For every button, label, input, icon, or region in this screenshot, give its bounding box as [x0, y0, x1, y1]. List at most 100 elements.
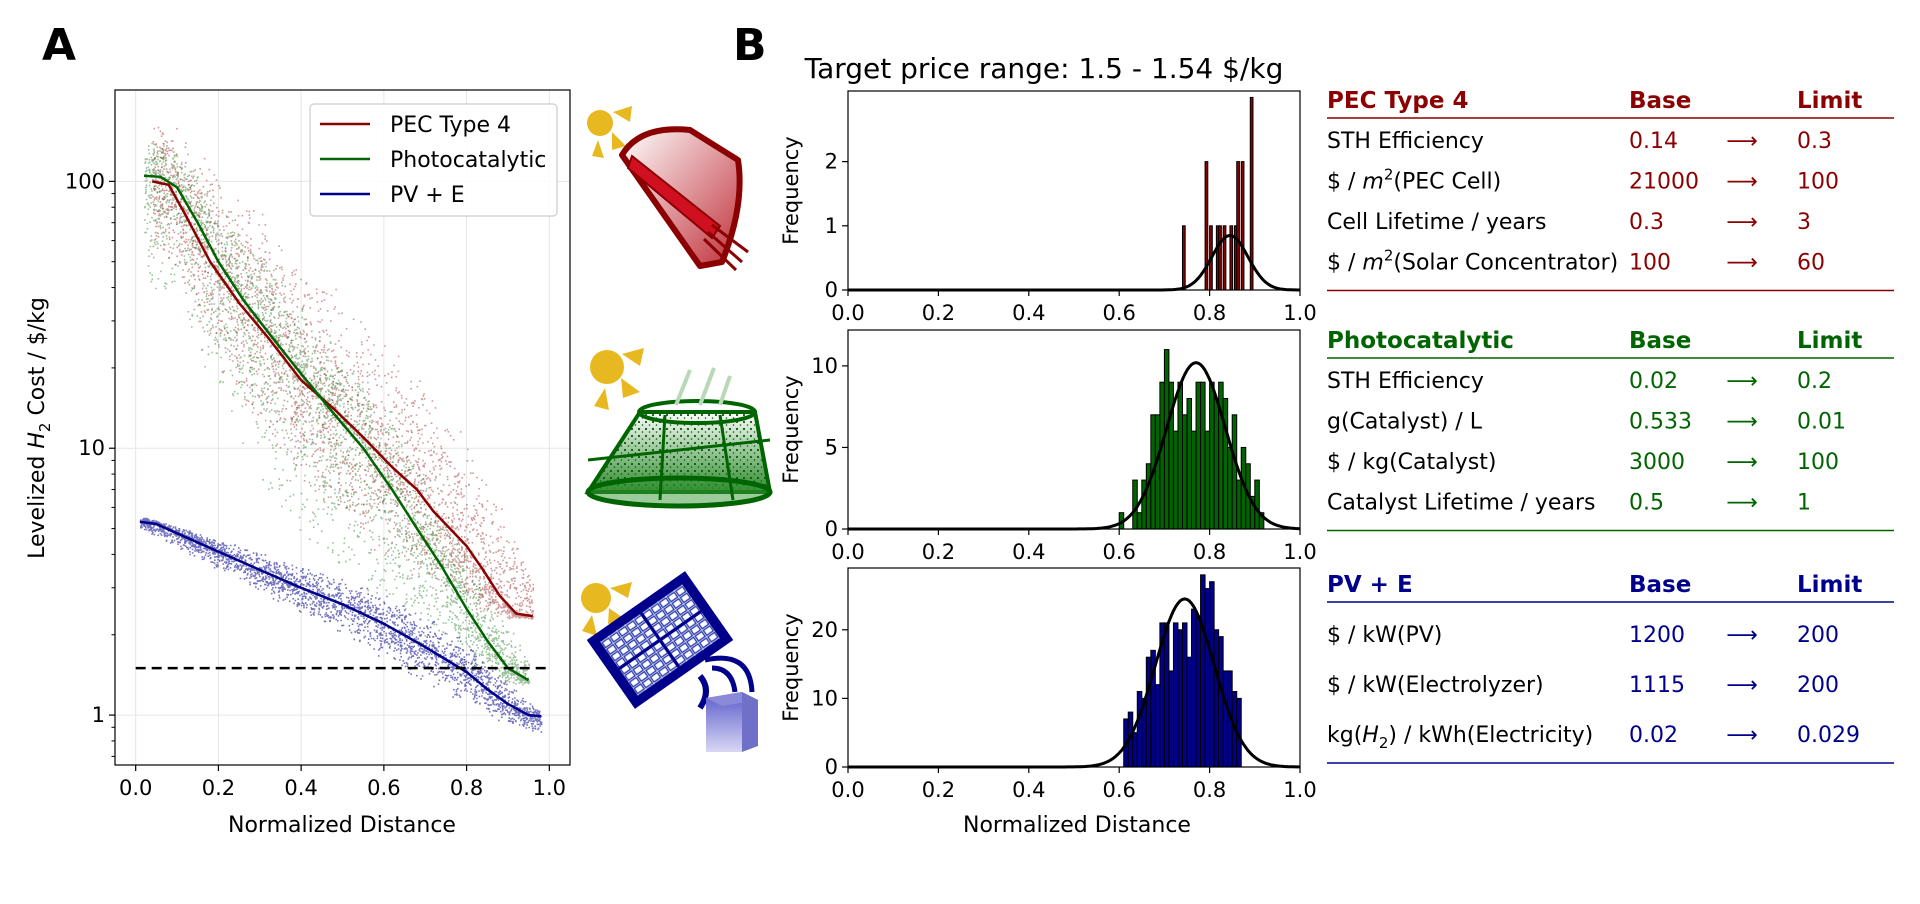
- histogram-bar: [1209, 381, 1215, 530]
- median-line-2: [139, 520, 542, 718]
- row-label: $ / m2(Solar Concentrator): [1327, 247, 1618, 276]
- row-limit-value: 3: [1797, 210, 1811, 235]
- row-label-pre: $ /: [1327, 170, 1362, 195]
- histogram-bar: [1186, 398, 1193, 530]
- histogram-photocatalytic: 0.0 0.2 0.4 0.6 0.8 1.0 0 5 10 Frequency: [779, 329, 1317, 564]
- x-tick-label-3: 0.6: [1102, 301, 1135, 325]
- histogram-bar: [1145, 656, 1152, 768]
- y-tick-label-1: 5: [825, 435, 838, 459]
- x-axis-label: Normalized Distance: [228, 813, 456, 838]
- histogram-bar: [1231, 414, 1238, 530]
- legend: PEC Type 4 Photocatalytic PV + E: [309, 103, 558, 217]
- table-header-limit: Limit: [1797, 88, 1862, 114]
- row-base-value: 1200: [1629, 623, 1685, 648]
- row-label-sub: 2: [1379, 734, 1389, 752]
- y-axis-label: Frequency: [779, 613, 803, 722]
- histogram-bar: [1227, 446, 1233, 530]
- row-label: g(Catalyst) / L: [1327, 410, 1483, 435]
- row-label-pre: kg(: [1327, 723, 1362, 748]
- table-title: PV + E: [1327, 572, 1413, 598]
- histogram-bar: [1195, 615, 1202, 768]
- legend-label-photocatalytic: Photocatalytic: [390, 148, 546, 173]
- y-tick-label-0: 1: [92, 703, 105, 727]
- table-header-base: Base: [1629, 328, 1691, 354]
- row-limit-value: 100: [1797, 170, 1839, 195]
- row-arrow: ⟶: [1726, 369, 1758, 394]
- x-tick-label-3: 0.6: [1102, 778, 1135, 802]
- histogram-bar: [1204, 588, 1211, 768]
- row-label-post: (PEC Cell): [1393, 170, 1501, 195]
- row-label: Catalyst Lifetime / years: [1327, 491, 1595, 516]
- x-tick-label-2: 0.4: [1012, 778, 1045, 802]
- row-label-pre: $ /: [1327, 251, 1362, 276]
- table-2: PV + E Base Limit $ / kW(PV) 1200 ⟶ 200 $ / kW(…: [1327, 572, 1894, 764]
- histogram-bar: [1181, 414, 1188, 530]
- histogram-bar: [1159, 381, 1165, 530]
- x-tick-label-0: 0.0: [119, 776, 152, 800]
- histogram-bar: [1204, 430, 1211, 530]
- histogram-bar: [1168, 670, 1174, 768]
- row-base-value: 100: [1629, 251, 1671, 276]
- row-arrow: ⟶: [1726, 129, 1758, 154]
- plot-frame: [847, 567, 1301, 768]
- x-tick-label-1: 0.2: [922, 540, 955, 564]
- x-tick-label-1: 0.2: [202, 776, 235, 800]
- histogram-x-axis-label: Normalized Distance: [963, 813, 1191, 838]
- pec-concentrator-icon: [587, 106, 749, 272]
- table-title: PEC Type 4: [1327, 88, 1468, 114]
- row-arrow: ⟶: [1726, 673, 1758, 698]
- y-axis-label: Levelized H2 Cost / $/kg: [25, 297, 54, 559]
- row-limit-value: 100: [1797, 450, 1839, 475]
- histogram-bar: [1213, 629, 1220, 768]
- table-header-limit: Limit: [1797, 328, 1862, 354]
- row-label: $ / m2(PEC Cell): [1327, 166, 1501, 195]
- row-arrow: ⟶: [1726, 723, 1758, 748]
- row-base-value: 0.5: [1629, 491, 1664, 516]
- histogram-bar: [1213, 398, 1220, 530]
- x-tick-label-0: 0.0: [831, 301, 864, 325]
- row-label-symbol: m: [1362, 251, 1383, 276]
- histogram-bar: [1181, 225, 1186, 291]
- x-tick-label-4: 0.8: [1193, 778, 1226, 802]
- histogram-bar: [1222, 670, 1229, 768]
- y-tick-label-0: 0: [825, 755, 838, 779]
- row-label: STH Efficiency: [1327, 129, 1484, 154]
- levelized-cost-chart: 0.0 0.2 0.4 0.6 0.8 1.0 1 10 100 Normalized Dist…: [25, 89, 571, 838]
- row-arrow: ⟶: [1726, 410, 1758, 435]
- row-limit-value: 0.029: [1797, 723, 1860, 748]
- row-label-symbol: m: [1362, 170, 1383, 195]
- histogram-bar: [1145, 463, 1152, 530]
- legend-label-pv: PV + E: [390, 183, 465, 208]
- histogram-bar: [1236, 479, 1242, 530]
- x-tick-label-4: 0.8: [1193, 540, 1226, 564]
- scatter-points-2: [139, 517, 543, 733]
- scatter-clouds: [139, 126, 543, 733]
- x-tick-label-5: 1.0: [533, 776, 566, 800]
- histogram-bar: [1240, 161, 1245, 291]
- histogram-bar: [1218, 636, 1224, 768]
- histogram-bar: [1209, 581, 1215, 768]
- row-limit-value: 0.3: [1797, 129, 1832, 154]
- histogram-pv: 0.0 0.2 0.4 0.6 0.8 1.0 0 10 20 Frequency: [779, 567, 1317, 802]
- row-base-value: 0.533: [1629, 410, 1692, 435]
- histogram-bar: [1181, 622, 1188, 768]
- row-base-value: 0.3: [1629, 210, 1664, 235]
- row-label-symbol: H: [1362, 723, 1379, 748]
- histogram-bar: [1132, 732, 1138, 768]
- y-tick-label-2: 100: [65, 169, 105, 193]
- x-tick-label-2: 0.4: [284, 776, 317, 800]
- histogram-bar: [1186, 656, 1193, 768]
- parameter-tables: PEC Type 4 Base Limit STH Efficiency 0.14 ⟶ 0.…: [1327, 88, 1894, 764]
- histogram-bar: [1177, 629, 1183, 768]
- median-line-1: [143, 174, 530, 682]
- histogram-bar: [1172, 622, 1179, 768]
- row-base-value: 3000: [1629, 450, 1685, 475]
- y-tick-label-0: 0: [825, 278, 838, 302]
- x-tick-label-1: 0.2: [922, 778, 955, 802]
- table-0: PEC Type 4 Base Limit STH Efficiency 0.14 ⟶ 0.…: [1327, 88, 1894, 292]
- median-line-0: [151, 180, 533, 618]
- row-arrow: ⟶: [1726, 210, 1758, 235]
- histogram-bar: [1154, 414, 1161, 530]
- histogram-pec: 0.0 0.2 0.4 0.6 0.8 1.0 0 1 2 Frequency: [779, 90, 1317, 325]
- histogram-bar: [1200, 381, 1206, 530]
